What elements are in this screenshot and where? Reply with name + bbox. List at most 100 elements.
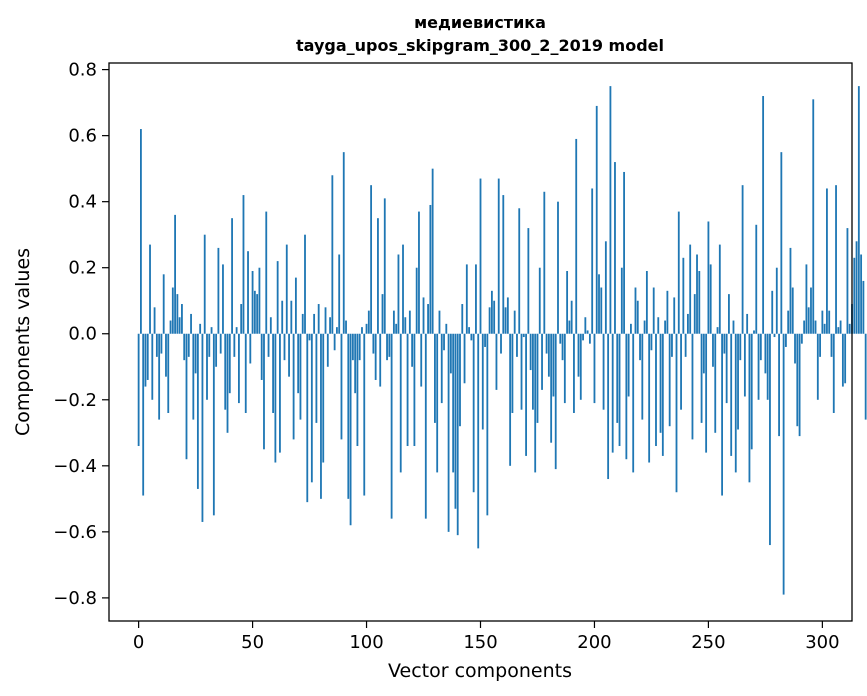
bar — [600, 287, 603, 334]
bar — [734, 333, 737, 473]
bar — [787, 310, 790, 334]
bar — [422, 297, 425, 334]
bar — [440, 333, 443, 404]
bar — [151, 333, 154, 400]
bar — [233, 333, 236, 357]
bar — [568, 320, 571, 334]
bar — [196, 333, 199, 489]
bar — [329, 317, 331, 334]
bar — [465, 264, 468, 334]
bar — [748, 333, 751, 483]
bar — [753, 330, 755, 334]
bars-group — [137, 86, 867, 595]
bar — [561, 333, 564, 361]
bar — [582, 333, 584, 341]
bar — [272, 333, 275, 413]
x-tick-label: 300 — [805, 632, 839, 653]
bar — [794, 333, 796, 364]
bar — [812, 99, 815, 334]
bar — [746, 313, 749, 334]
bar — [317, 304, 320, 334]
bar — [814, 320, 817, 334]
bar — [522, 333, 525, 338]
bar — [470, 333, 473, 341]
bar — [816, 333, 819, 400]
bar — [249, 333, 252, 364]
bar — [784, 333, 787, 347]
bar — [636, 300, 639, 334]
bar — [406, 333, 409, 447]
bar — [739, 333, 742, 361]
bar — [146, 333, 149, 380]
bar — [584, 317, 587, 334]
bar — [315, 333, 318, 423]
bar — [810, 287, 812, 334]
bar — [632, 333, 635, 473]
bar — [657, 317, 660, 334]
bar — [668, 333, 671, 427]
bar — [481, 333, 484, 430]
bar — [591, 188, 594, 334]
y-tick-label: −0.8 — [53, 588, 97, 609]
y-tick-label: 0.0 — [68, 324, 97, 345]
bar — [395, 323, 398, 334]
bar — [844, 333, 847, 384]
bar — [513, 310, 516, 334]
bar — [634, 287, 637, 334]
bar — [206, 333, 208, 400]
bar — [506, 297, 509, 334]
bar — [253, 290, 256, 334]
bar — [274, 333, 277, 463]
bar — [602, 333, 605, 410]
bar — [276, 261, 279, 334]
bar — [370, 185, 373, 334]
bar — [484, 333, 486, 347]
bar — [222, 264, 224, 334]
bar — [408, 310, 411, 334]
bar — [714, 333, 717, 433]
bar — [534, 333, 537, 473]
bar — [630, 323, 632, 334]
bar — [493, 300, 496, 334]
bar — [228, 333, 231, 394]
bar — [643, 320, 646, 334]
x-tick-label: 150 — [463, 632, 497, 653]
bar — [267, 333, 270, 357]
bar — [263, 333, 265, 450]
bar — [320, 333, 322, 499]
bar — [149, 244, 151, 334]
bar — [306, 333, 309, 503]
bar — [541, 333, 543, 390]
bar — [165, 333, 167, 377]
bar — [340, 333, 343, 440]
bar — [857, 86, 860, 334]
bar — [231, 218, 233, 334]
bar — [351, 333, 354, 361]
bar — [299, 333, 302, 420]
bar — [741, 185, 744, 334]
bar — [349, 333, 352, 526]
bar — [696, 254, 698, 334]
bar — [659, 333, 662, 433]
bar — [559, 333, 562, 344]
bar — [347, 333, 350, 499]
bar — [611, 333, 614, 453]
bar — [242, 195, 245, 334]
bar — [693, 294, 696, 334]
bar — [386, 333, 388, 361]
bar — [326, 333, 329, 367]
bar — [153, 307, 156, 334]
y-tick-label: −0.2 — [53, 390, 97, 411]
bar — [620, 267, 623, 334]
bar — [244, 333, 247, 413]
bar — [511, 333, 514, 413]
x-tick-label: 0 — [133, 632, 144, 653]
bar — [379, 333, 382, 387]
bar — [402, 244, 404, 334]
bar — [217, 247, 220, 334]
bar — [604, 241, 607, 334]
bar — [552, 333, 555, 397]
bar — [418, 211, 420, 334]
bar — [459, 333, 461, 427]
bar — [853, 257, 856, 334]
